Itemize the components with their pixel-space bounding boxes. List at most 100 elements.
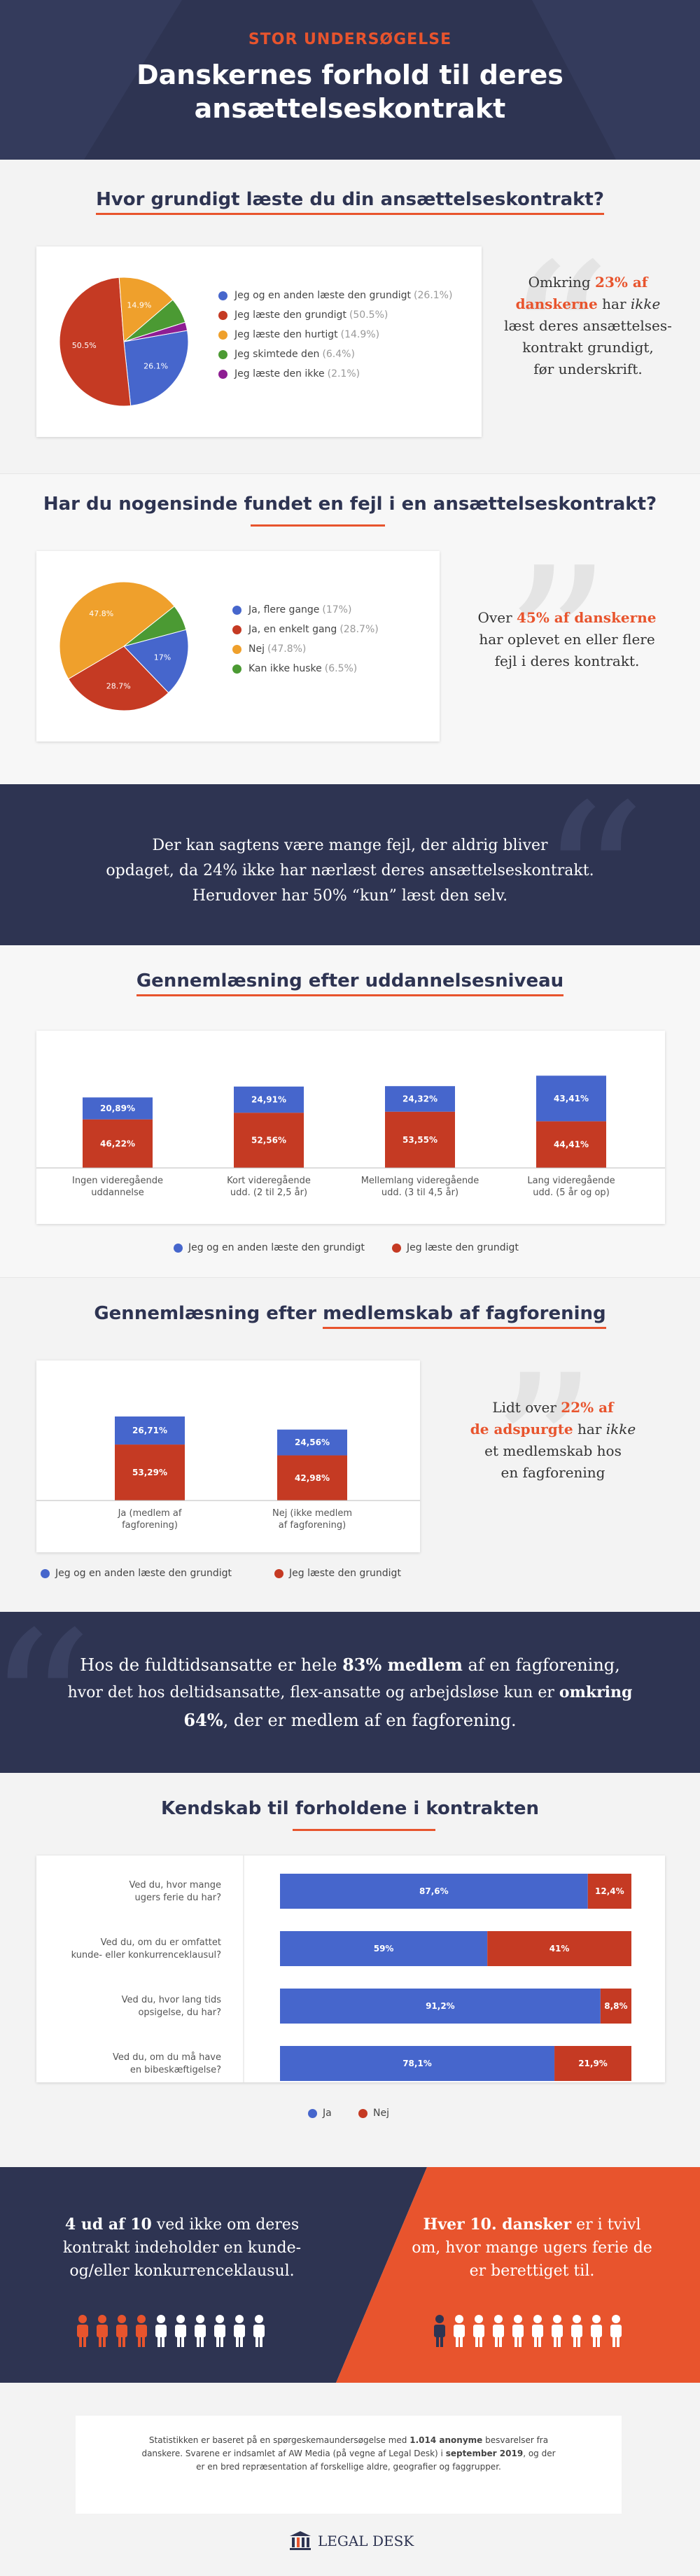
bar-data-label: 42,98% [295, 1473, 330, 1483]
legend-value: (47.8%) [267, 643, 307, 655]
callout2-line3: fejl i deres kontrakt. [494, 653, 640, 669]
section3-title: Gennemlæsning efter uddannelsesniveau [0, 945, 700, 996]
edu-legend-blue: Jeg og en anden læste den grundigt [174, 1242, 365, 1253]
quote-mark-decoration: “ [539, 784, 647, 945]
pie-slice [123, 629, 189, 694]
bar-data-label: 24,56% [295, 1437, 330, 1447]
legend-dot-blue [41, 1568, 50, 1578]
legend-item: Nej (47.8%) [232, 639, 379, 659]
pillar-logo-icon [290, 2531, 311, 2550]
page-title: Danskernes forhold til deres ansættelses… [0, 58, 700, 125]
fact-band-1: “ Der kan sagtens være mange fejl, der a… [0, 784, 700, 945]
legend-item: Jeg læste den ikke (2.1%) [218, 364, 452, 384]
legend-value: (50.5%) [349, 309, 388, 321]
legend-dot [218, 291, 227, 300]
section5-title: Kendskab til forholdene i kontrakten [0, 1773, 700, 1819]
callout1-line3: læst deres ansættelses- [504, 317, 672, 334]
person-icon [512, 2315, 524, 2347]
footer-line1: Statistikken er baseret på en spørgeskem… [118, 2434, 580, 2447]
footer-l1-bold: 1.014 anonyme [410, 2435, 483, 2445]
callout1-hl1: 23% af [595, 274, 648, 291]
legend-dot-red [274, 1568, 284, 1578]
bottom-right-text: Hver 10. dansker er i tvivl om, hvor man… [392, 2213, 672, 2283]
callout4-line2: de adspurgte har ikke [448, 1419, 658, 1440]
bar-segment-red [385, 1111, 455, 1168]
legend-label: Kan ikke huske [248, 663, 322, 674]
footer-l2-bold: september 2019 [445, 2449, 524, 2458]
legend-dot-blue [308, 2108, 317, 2118]
bottom-left-line3: og/eller konkurrenceklausul. [69, 2262, 295, 2280]
band2-l2-pre: hvor det hos deltidsansatte, flex-ansatt… [67, 1684, 559, 1701]
section4-title-pre: Gennemlæsning efter [94, 1303, 323, 1324]
category-label: af fagforening) [279, 1520, 346, 1531]
callout2-hl: 45% af danskerne [517, 609, 657, 626]
knowledge-legend-ja-label: Ja [323, 2108, 332, 2119]
legend-dot [232, 605, 241, 615]
person-icon [116, 2315, 127, 2347]
bar-segment-red [234, 1113, 304, 1168]
footer-l1-post: besvarelser fra [482, 2435, 549, 2445]
category-label: Ingen videregående [72, 1176, 163, 1186]
legal-desk-logo[interactable]: LEGAL DESK [288, 2530, 414, 2551]
callout4-mid: har [573, 1421, 606, 1437]
legend-value: (17%) [322, 604, 352, 615]
union-legend-red-label: Jeg læste den grundigt [289, 1568, 401, 1579]
section-reading-thoroughness: Hvor grundigt læste du din ansættelsesko… [0, 160, 700, 473]
row-label: ugers ferie du har? [135, 1893, 221, 1903]
pie2-chart: 17% 28.7% 47.8% [59, 581, 189, 711]
legend-value: (6.5%) [324, 663, 358, 674]
row-label: Ved du, hvor lang tids [122, 1995, 222, 2005]
knowledge-legend-ja: Ja [308, 2108, 332, 2119]
category-label: Ja (medlem af [118, 1508, 182, 1519]
person-icon [591, 2315, 602, 2347]
legend-item: Ja, flere gange (17%) [232, 600, 379, 620]
bar-data-label: 8,8% [604, 2001, 627, 2011]
legend-dot-blue [174, 1243, 183, 1253]
person-icon [532, 2315, 543, 2347]
quote-mark-decoration: “ [504, 219, 612, 464]
bar-data-label: 20,89% [100, 1103, 135, 1113]
section-union: Gennemlæsning efter medlemskab af fagfor… [0, 1277, 700, 1612]
person-icon [571, 2315, 582, 2347]
bar-segment-red [115, 1444, 185, 1501]
pie-slice [123, 606, 187, 647]
bottom-right-line1: Hver 10. dansker er i tvivl [392, 2213, 672, 2236]
callout1-mid: har [597, 295, 631, 312]
legend-dot [218, 330, 227, 340]
row-label: Ved du, om du er omfattet [101, 1937, 221, 1948]
bar-segment-ja [280, 1874, 588, 1909]
callout1-line2: danskerne har ikke [497, 293, 679, 315]
bar-data-label: 43,41% [554, 1094, 589, 1103]
knowledge-legend-nej-label: Nej [373, 2108, 389, 2119]
footer-line2: danskere. Svarene er indsamlet af AW Med… [118, 2447, 580, 2460]
person-icon [473, 2315, 484, 2347]
band2-line3: 64%, der er medlem af en fagforening. [0, 1706, 700, 1734]
legend-label: Ja, en enkelt gang [248, 624, 337, 635]
band2-line1: Hos de fuldtidsansatte er hele 83% medle… [0, 1651, 700, 1679]
person-icon [610, 2315, 622, 2347]
legend-label: Jeg skimtede den [234, 349, 320, 360]
category-label: udd. (5 år og op) [533, 1188, 610, 1198]
person-icon [434, 2315, 445, 2347]
person-icon [493, 2315, 504, 2347]
legend-dot-red [358, 2108, 368, 2118]
knowledge-bar-chart: 87,6% 12,4% Ved du, hvor mange ugers ferie … [71, 1856, 631, 2082]
legend-dot [232, 625, 241, 634]
footer-note: Statistikken er baseret på en spørgeskem… [76, 2416, 622, 2514]
person-icon [195, 2315, 206, 2347]
logo-text: LEGAL DESK [318, 2533, 414, 2549]
knowledge-legend-nej: Nej [358, 2108, 389, 2119]
split-background [0, 2167, 700, 2383]
bar-segment-nej [600, 1989, 631, 2024]
section-knowledge: Kendskab til forholdene i kontrakten 87,… [0, 1773, 700, 2167]
legend-label: Jeg læste den hurtigt [234, 329, 338, 340]
person-icon [234, 2315, 245, 2347]
legend-item: Jeg skimtede den (6.4%) [218, 344, 452, 364]
legend-item: Ja, en enkelt gang (28.7%) [232, 620, 379, 639]
pie-slice [59, 277, 132, 407]
legend-value: (2.1%) [327, 368, 360, 380]
bottom-right-line3: er berettiget til. [469, 2262, 595, 2280]
bar-segment-red [83, 1119, 153, 1168]
pie-slice-label: 50.5% [72, 341, 97, 350]
legend-item: Jeg læste den grundigt (50.5%) [218, 305, 452, 325]
